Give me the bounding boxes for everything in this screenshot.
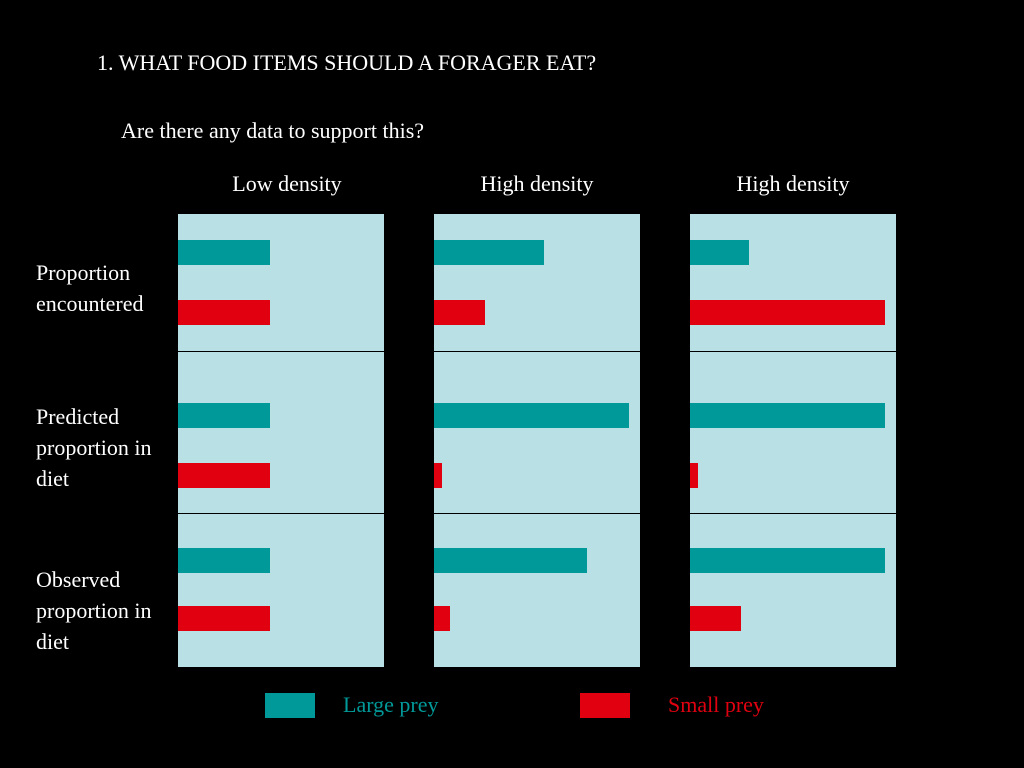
row-divider bbox=[178, 351, 384, 352]
bar-small-prey-row3-high-density-1 bbox=[434, 606, 450, 631]
bar-large-prey-row3-high-density-1 bbox=[434, 548, 587, 573]
legend-swatch-small-prey bbox=[580, 693, 630, 718]
row-label-predicted: Predicted proportion in diet bbox=[36, 404, 152, 491]
chart-title: 1. WHAT FOOD ITEMS SHOULD A FORAGER EAT? bbox=[97, 50, 597, 75]
row-divider bbox=[178, 513, 384, 514]
legend-label-small-prey: Small prey bbox=[668, 692, 764, 717]
row-divider bbox=[434, 513, 640, 514]
bar-small-prey-row3-low-density bbox=[178, 606, 270, 631]
bar-small-prey-row2-high-density-1 bbox=[434, 463, 442, 488]
column-header-low-density: Low density bbox=[232, 171, 342, 196]
bar-large-prey-row2-low-density bbox=[178, 403, 270, 428]
row-label-encountered: Proportion encountered bbox=[36, 260, 144, 316]
panel-low-density bbox=[178, 214, 384, 667]
bar-large-prey-row2-high-density-1 bbox=[434, 403, 629, 428]
row-label-observed: Observed proportion in diet bbox=[36, 567, 152, 654]
bar-small-prey-row1-high-density-1 bbox=[434, 300, 485, 325]
bar-large-prey-row2-high-density-2 bbox=[690, 403, 885, 428]
panel-high-density-1 bbox=[434, 214, 640, 667]
column-header-high-density-2: High density bbox=[736, 171, 850, 196]
bar-small-prey-row2-high-density-2 bbox=[690, 463, 698, 488]
legend-label-large-prey: Large prey bbox=[343, 692, 439, 717]
row-divider bbox=[690, 513, 896, 514]
row-divider bbox=[434, 351, 640, 352]
bar-small-prey-row3-high-density-2 bbox=[690, 606, 741, 631]
bar-large-prey-row1-high-density-2 bbox=[690, 240, 749, 265]
column-header-high-density-1: High density bbox=[480, 171, 594, 196]
panel-high-density-2 bbox=[690, 214, 896, 667]
bar-small-prey-row1-high-density-2 bbox=[690, 300, 885, 325]
bar-small-prey-row1-low-density bbox=[178, 300, 270, 325]
bar-large-prey-row1-low-density bbox=[178, 240, 270, 265]
bar-large-prey-row3-low-density bbox=[178, 548, 270, 573]
bar-large-prey-row1-high-density-1 bbox=[434, 240, 544, 265]
legend-swatch-large-prey bbox=[265, 693, 315, 718]
bar-small-prey-row2-low-density bbox=[178, 463, 270, 488]
row-divider bbox=[690, 351, 896, 352]
chart-subtitle: Are there any data to support this? bbox=[121, 118, 425, 143]
bar-large-prey-row3-high-density-2 bbox=[690, 548, 885, 573]
